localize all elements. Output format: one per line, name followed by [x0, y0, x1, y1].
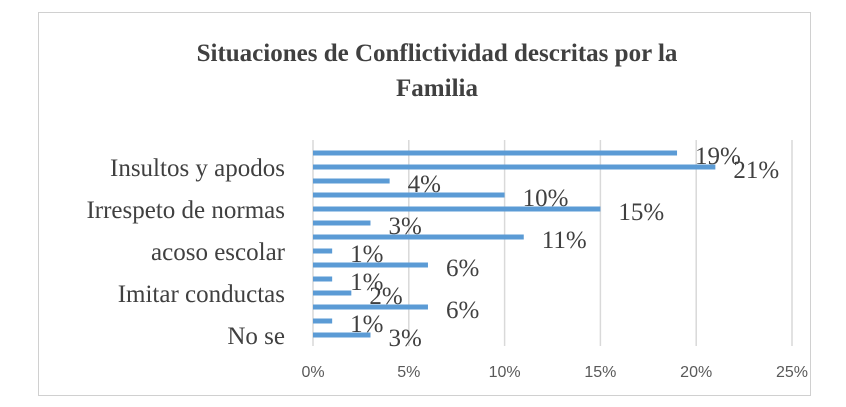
data-label: 10% — [523, 185, 569, 212]
bar — [313, 290, 352, 296]
data-label: 21% — [733, 157, 779, 184]
category-label: Insultos y apodos — [110, 155, 285, 182]
data-label: 6% — [446, 255, 479, 282]
chart-title-line-1: Situaciones de Conflictividad descritas … — [197, 40, 678, 67]
data-label: 3% — [388, 213, 421, 240]
data-label: 1% — [350, 311, 383, 338]
data-label: 15% — [618, 199, 664, 226]
bar — [313, 332, 371, 338]
x-tick-label: 10% — [489, 364, 521, 381]
bar — [313, 206, 601, 212]
data-label: 1% — [350, 269, 383, 296]
data-label: 6% — [446, 297, 479, 324]
bar — [313, 234, 524, 240]
category-label: acoso escolar — [151, 239, 286, 266]
bar — [313, 304, 428, 310]
category-label: Imitar conductas — [118, 281, 285, 308]
x-tick-label: 5% — [397, 364, 420, 381]
data-label: 19% — [695, 143, 741, 170]
x-tick-label: 15% — [584, 364, 616, 381]
bar — [313, 318, 333, 324]
category-label: Irrespeto de normas — [86, 197, 285, 224]
bar — [313, 164, 716, 170]
data-label: 4% — [408, 171, 441, 198]
bar — [313, 220, 371, 226]
x-tick-label: 25% — [776, 364, 808, 381]
data-label: 3% — [388, 325, 421, 352]
chart-frame — [38, 12, 811, 396]
data-label: 1% — [350, 241, 383, 268]
x-tick-label: 0% — [301, 364, 324, 381]
bar — [313, 262, 428, 268]
bar — [313, 276, 333, 282]
category-label: No se — [227, 323, 285, 350]
chart-title-line-2: Familia — [396, 75, 478, 102]
bar — [313, 192, 505, 198]
data-label: 11% — [542, 227, 587, 254]
data-label: 2% — [369, 283, 402, 310]
bar — [313, 248, 333, 254]
bar — [313, 178, 390, 184]
bar — [313, 150, 678, 156]
x-tick-label: 20% — [680, 364, 712, 381]
